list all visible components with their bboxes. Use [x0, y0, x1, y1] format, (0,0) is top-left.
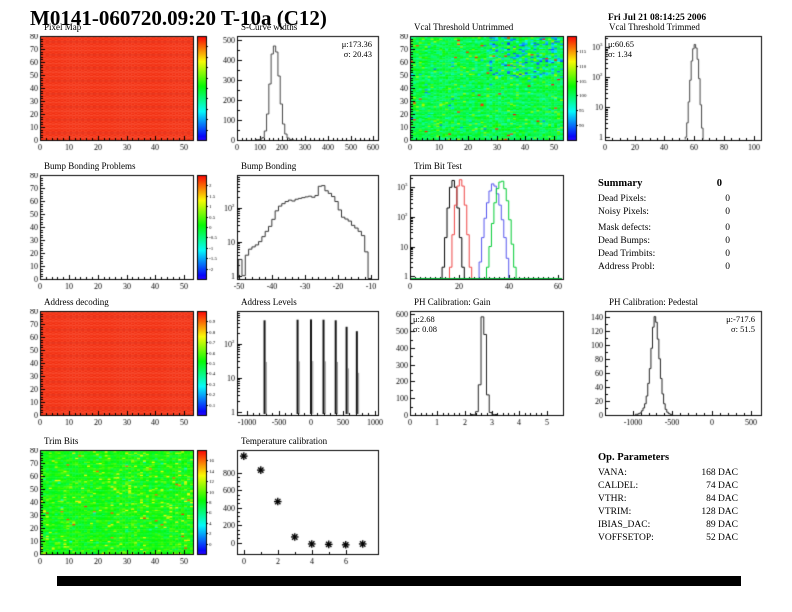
sigma-value: σ: 20.43 — [343, 49, 372, 59]
summary-row: Dead Trimbits: 0 — [598, 248, 730, 261]
chart-vcal-trimmed: Vcal Threshold Trimmed — [585, 21, 769, 157]
summary-header: Summary 0 — [598, 178, 730, 189]
vcal-untrimmed-canvas — [390, 34, 593, 156]
vcal-trimmed-canvas — [585, 34, 769, 156]
summary-row: Dead Bumps: 0 — [598, 235, 730, 248]
stats-box-gain: μ:2.68 σ: 0.08 — [413, 314, 437, 334]
summary-block: Summary 0 Dead Pixels: 0 Noisy Pixels: 0 M… — [598, 178, 730, 274]
chart-title: Vcal Threshold Trimmed — [609, 22, 700, 32]
row-value: 168 DAC — [701, 468, 738, 478]
chart-title: Bump Bonding — [241, 161, 297, 171]
chart-title: Trim Bit Test — [414, 161, 462, 171]
chart-vcal-untrimmed: Vcal Threshold Untrimmed — [390, 21, 593, 157]
row-label: VANA: — [598, 468, 627, 478]
row-label: VTHR: — [598, 494, 627, 504]
row-label: Dead Bumps: — [598, 236, 650, 246]
mu-value: μ:60.65 — [608, 39, 635, 49]
bump-bonding-canvas — [217, 173, 386, 295]
chart-title: Bump Bonding Problems — [44, 161, 136, 171]
sigma-value: σ: 1.34 — [608, 49, 632, 59]
stats-box-vcal-trimmed: μ:60.65 σ: 1.34 — [608, 39, 634, 59]
chart-title: Address Levels — [241, 297, 297, 307]
op-parameter-row: CALDEL: 74 DAC — [598, 480, 738, 493]
op-parameters-header: Op. Parameters — [598, 452, 738, 463]
row-value: 89 DAC — [706, 520, 738, 530]
address-decoding-canvas — [20, 309, 223, 431]
row-label: VTRIM: — [598, 507, 632, 517]
row-label: Mask defects: — [598, 223, 652, 233]
chart-scurve-widths: S-Curve widths — [217, 21, 386, 157]
chart-title: Pixel Map — [44, 22, 82, 32]
chart-title: Vcal Threshold Untrimmed — [414, 22, 514, 32]
row-value: 0 — [725, 236, 730, 246]
row-value: 128 DAC — [701, 507, 738, 517]
chart-trim-bit-test: Trim Bit Test — [390, 160, 571, 296]
ph-gain-canvas — [390, 309, 571, 431]
row-value: 0 — [725, 207, 730, 217]
row-value: 0 — [725, 249, 730, 259]
summary-row: Mask defects: 0 — [598, 222, 730, 235]
chart-trim-bits: Trim Bits — [20, 435, 223, 571]
bump-problems-canvas — [20, 173, 223, 295]
row-value: 0 — [725, 194, 730, 204]
chart-title: PH Calibration: Pedestal — [609, 297, 698, 307]
chart-title: Trim Bits — [44, 436, 79, 446]
chart-bump-bonding: Bump Bonding — [217, 160, 386, 296]
summary-title: Summary — [598, 178, 643, 189]
chart-title: PH Calibration: Gain — [414, 297, 491, 307]
sigma-value: σ: 0.08 — [413, 324, 437, 334]
chart-bump-problems: Bump Bonding Problems — [20, 160, 223, 296]
row-label: CALDEL: — [598, 481, 639, 491]
chart-temp-calibration: Temperature calibration — [217, 435, 386, 571]
mu-value: μ:173.36 — [341, 39, 372, 49]
row-label: Dead Pixels: — [598, 194, 647, 204]
summary-row: Dead Pixels: 0 — [598, 193, 730, 206]
row-label: Noisy Pixels: — [598, 207, 649, 217]
chart-ph-gain: PH Calibration: Gain — [390, 296, 571, 432]
chart-address-levels: Address Levels — [217, 296, 386, 432]
page-title: M0141-060720.09:20 T-10a (C12) — [30, 6, 327, 30]
row-value: 0 — [725, 262, 730, 272]
row-label: VOFFSETOP: — [598, 533, 654, 543]
chart-title: S-Curve widths — [241, 22, 298, 32]
footer-bar — [57, 576, 741, 586]
stats-box-scurve: μ:173.36 σ: 20.43 — [286, 39, 372, 59]
row-value: 52 DAC — [706, 533, 738, 543]
trim-bit-test-canvas — [390, 173, 571, 295]
chart-address-decoding: Address decoding — [20, 296, 223, 432]
temp-calibration-canvas — [217, 448, 386, 570]
row-value: 84 DAC — [706, 494, 738, 504]
summary-row: Noisy Pixels: 0 — [598, 206, 730, 219]
op-parameters-title: Op. Parameters — [598, 452, 670, 463]
stats-box-pedestal: μ:-717.6 σ: 51.5 — [655, 314, 755, 334]
row-value: 74 DAC — [706, 481, 738, 491]
mu-value: μ:-717.6 — [726, 314, 755, 324]
op-parameter-row: VTRIM: 128 DAC — [598, 506, 738, 519]
chart-title: Address decoding — [44, 297, 109, 307]
address-levels-canvas — [217, 309, 386, 431]
chart-title: Temperature calibration — [241, 436, 328, 446]
row-label: Dead Trimbits: — [598, 249, 656, 259]
chart-pixel-map: Pixel Map — [20, 21, 223, 157]
op-parameters-block: Op. Parameters VANA: 168 DAC CALDEL: 74 DA… — [598, 452, 738, 545]
timestamp: Fri Jul 21 08:14:25 2006 — [608, 13, 707, 23]
row-label: IBIAS_DAC: — [598, 520, 651, 530]
summary-total: 0 — [716, 178, 722, 189]
op-parameter-row: VANA: 168 DAC — [598, 467, 738, 480]
ph-pedestal-canvas — [585, 309, 769, 431]
scurve-widths-canvas — [217, 34, 386, 156]
mu-value: μ:2.68 — [413, 314, 435, 324]
chart-ph-pedestal: PH Calibration: Pedestal — [585, 296, 769, 432]
op-parameter-row: IBIAS_DAC: 89 DAC — [598, 519, 738, 532]
op-parameter-row: VTHR: 84 DAC — [598, 493, 738, 506]
op-parameter-row: VOFFSETOP: 52 DAC — [598, 532, 738, 545]
trim-bits-canvas — [20, 448, 223, 570]
row-value: 0 — [725, 223, 730, 233]
pixel-map-canvas — [20, 34, 223, 156]
summary-row: Address Probl: 0 — [598, 261, 730, 274]
sigma-value: σ: 51.5 — [731, 324, 755, 334]
row-label: Address Probl: — [598, 262, 655, 272]
